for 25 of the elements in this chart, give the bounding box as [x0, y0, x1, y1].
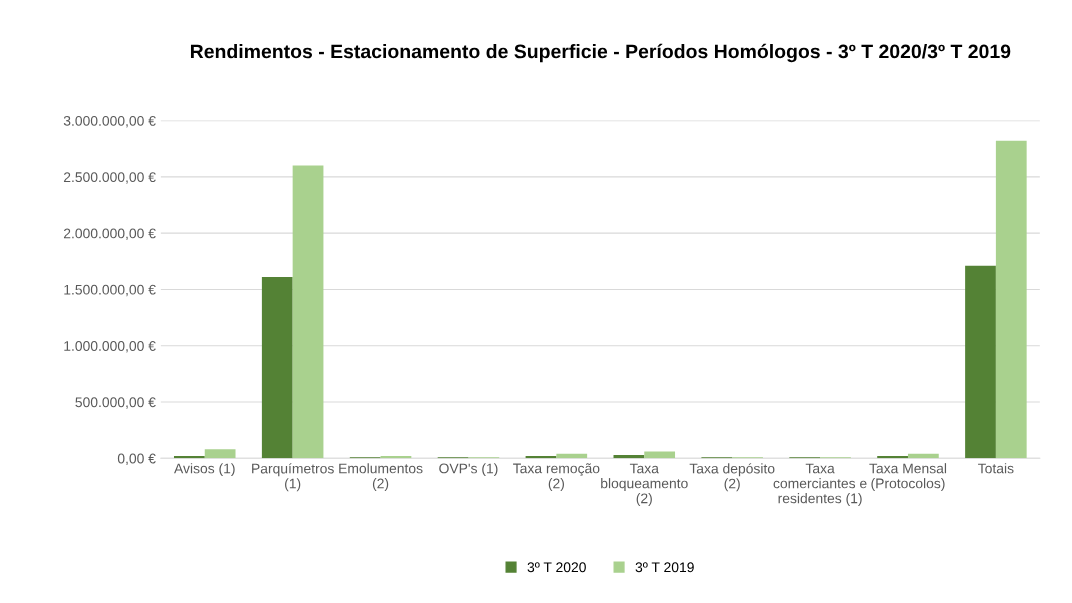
- y-tick-label: 500.000,00 €: [75, 397, 156, 409]
- y-tick-label: 0,00 €: [117, 453, 156, 466]
- x-tick-label: OVP's (1): [439, 463, 498, 477]
- x-tick-label: Taxa remoção (2): [513, 463, 600, 492]
- bar: [965, 265, 996, 459]
- y-tick-label: 2.000.000,00 €: [63, 228, 156, 240]
- bar: [877, 456, 908, 459]
- x-tick-label: Totais: [978, 463, 1014, 474]
- x-tick-label: Emolumentos (2): [339, 463, 423, 492]
- x-tick-label: Avisos (1): [174, 463, 235, 477]
- y-tick-label: 1.000.000,00 €: [64, 341, 156, 353]
- bar: [292, 165, 324, 459]
- bar: [261, 277, 293, 459]
- y-tick-label: 2.500.000,00 €: [63, 172, 156, 184]
- legend-label: 3º T 2019: [635, 562, 694, 573]
- bar: [995, 140, 1027, 459]
- x-tick-label: Taxa Mensal (Protocolos): [869, 463, 947, 492]
- x-tick-label: Taxa bloqueamento (2): [601, 463, 688, 506]
- y-tick-label: 3.000.000,00 €: [63, 115, 156, 128]
- x-tick-label: Parquímetros (1): [252, 463, 334, 492]
- bar: [204, 449, 236, 459]
- legend-label: 3º T 2020: [527, 562, 586, 573]
- chart-title: Rendimentos - Estacionamento de Superficie - Períodos Homólogos - 3º T 2020/3º T 2019: [190, 43, 1011, 63]
- bar: [173, 456, 205, 459]
- y-tick-label: 1.500.000,00 €: [64, 284, 156, 297]
